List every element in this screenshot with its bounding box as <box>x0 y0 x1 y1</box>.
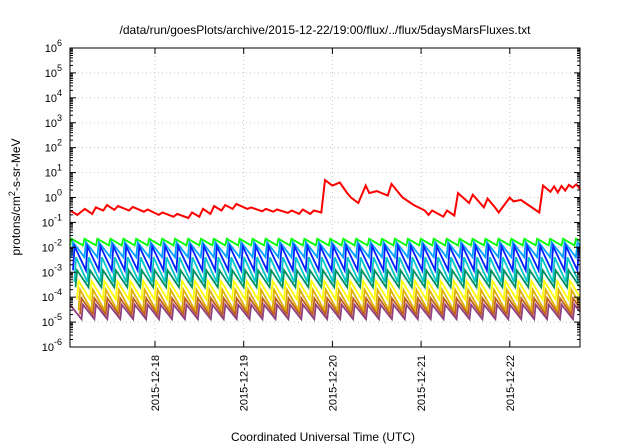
y-tick-base: 10 <box>45 43 57 55</box>
x-tick-label: 2015-12-19 <box>239 355 251 411</box>
y-tick-label: 10-3 <box>42 262 62 279</box>
series-line <box>76 278 581 303</box>
y-tick-label: 106 <box>45 38 62 55</box>
y-tick-exponent: -3 <box>54 262 62 272</box>
y-tick-base: 10 <box>42 242 54 254</box>
series-layer <box>69 178 581 322</box>
y-tick-base: 10 <box>45 118 57 130</box>
y-axis-title-pre: protons/cm <box>9 196 23 255</box>
y-tick-label: 10-1 <box>42 212 62 229</box>
x-tick-label: 2015-12-21 <box>416 355 428 411</box>
y-axis-title: protons/cm2-s-sr-MeV <box>7 138 23 255</box>
y-tick-base: 10 <box>45 168 57 180</box>
y-tick-label: 101 <box>45 163 62 180</box>
y-tick-exponent: 0 <box>57 188 62 198</box>
series-line <box>69 178 581 220</box>
y-tick-base: 10 <box>45 143 57 155</box>
y-tick-label: 10-4 <box>42 287 62 304</box>
series-line <box>70 239 581 260</box>
y-tick-base: 10 <box>42 342 54 354</box>
y-tick-base: 10 <box>45 193 57 205</box>
y-tick-base: 10 <box>42 217 54 229</box>
y-tick-exponent: -5 <box>54 312 62 322</box>
y-tick-exponent: 5 <box>57 63 62 73</box>
series-line <box>74 267 581 290</box>
y-tick-exponent: -1 <box>54 212 62 222</box>
y-tick-label: 10-2 <box>42 237 62 254</box>
x-tick-label: 2015-12-18 <box>150 355 162 411</box>
y-tick-exponent: -4 <box>54 287 62 297</box>
y-tick-exponent: 2 <box>57 138 62 148</box>
y-tick-exponent: -2 <box>54 237 62 247</box>
y-tick-exponent: 6 <box>57 38 62 48</box>
series-line <box>77 286 581 314</box>
chart-title: /data/run/goesPlots/archive/2015-12-22/1… <box>120 23 532 37</box>
y-tick-base: 10 <box>42 292 54 304</box>
series-line <box>69 237 581 247</box>
y-tick-label: 100 <box>45 188 62 205</box>
x-tick-label: 2015-12-20 <box>327 355 339 411</box>
y-axis-title-sup: 2 <box>7 191 17 196</box>
y-tick-exponent: 3 <box>57 113 62 123</box>
y-tick-exponent: 1 <box>57 163 62 173</box>
series-line <box>73 256 580 283</box>
x-axis: 2015-12-18 2015-12-19 2015-12-20 2015-12-21… <box>150 48 517 411</box>
y-tick-label: 104 <box>45 88 62 105</box>
y-tick-exponent: 4 <box>57 88 62 98</box>
y-tick-label: 10-5 <box>42 312 62 329</box>
series-line <box>72 242 581 274</box>
y-tick-label: 10-6 <box>42 337 62 354</box>
y-tick-label: 102 <box>45 138 62 155</box>
y-axis-title-post: -s-sr-MeV <box>9 138 23 191</box>
y-tick-exponent: -6 <box>54 337 62 347</box>
x-tick-label: 2015-12-22 <box>505 355 517 411</box>
y-tick-label: 103 <box>45 113 62 130</box>
series-line <box>69 302 581 322</box>
series-line <box>79 295 581 318</box>
y-tick-base: 10 <box>45 93 57 105</box>
x-axis-title: Coordinated Universal Time (UTC) <box>231 430 415 444</box>
y-tick-base: 10 <box>42 267 54 279</box>
y-tick-label: 105 <box>45 63 62 80</box>
y-tick-base: 10 <box>42 317 54 329</box>
y-tick-base: 10 <box>45 68 57 80</box>
y-axis: 10-610-510-410-310-210-11001011021031041… <box>42 38 580 354</box>
